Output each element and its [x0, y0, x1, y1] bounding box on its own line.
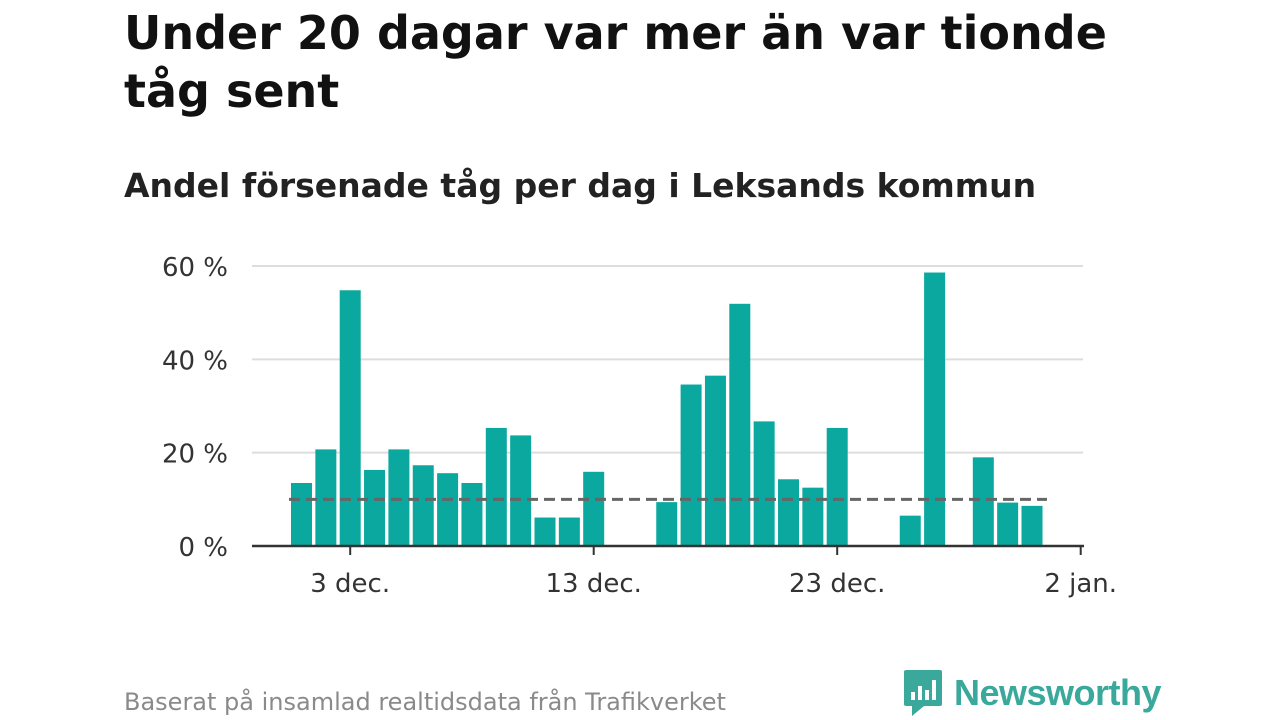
newsworthy-logo-icon: [904, 670, 942, 716]
source-note: Baserat på insamlad realtidsdata från Tr…: [124, 688, 726, 716]
bar: [899, 515, 921, 546]
chart-title: Under 20 dagar var mer än var tionde tåg…: [124, 6, 1107, 118]
bar: [558, 517, 580, 546]
bar: [510, 435, 532, 546]
bar: [656, 502, 678, 546]
chart-subtitle: Andel försenade tåg per dag i Leksands k…: [124, 166, 1037, 205]
x-tick-label: 2 jan.: [1044, 569, 1117, 599]
bar: [802, 487, 824, 546]
x-axis-labels: 3 dec. 13 dec. 23 dec. 2 jan.: [310, 569, 1117, 599]
bar: [972, 457, 994, 546]
bar: [461, 483, 483, 546]
bar: [315, 449, 337, 546]
bar: [339, 290, 361, 546]
bar: [924, 272, 946, 546]
bar: [778, 479, 799, 546]
bar: [437, 473, 459, 546]
y-tick-label: 0 %: [178, 533, 228, 563]
bar: [729, 303, 751, 546]
bar: [680, 384, 702, 546]
bars: [291, 272, 1043, 546]
y-axis-labels: 0 % 20 % 40 % 60 %: [162, 253, 228, 563]
brand-logo: Newsworthy: [902, 668, 1162, 718]
bar: [704, 375, 726, 546]
bar: [997, 502, 1019, 546]
x-tick-label: 23 dec.: [789, 569, 885, 599]
bar: [485, 427, 507, 546]
bar-chart: 0 % 20 % 40 % 60 % 3 dec. 13 dec. 23 dec. 2 ja…: [162, 253, 1117, 599]
y-tick-label: 60 %: [162, 253, 228, 283]
brand-name: Newsworthy: [954, 672, 1162, 713]
x-axis: [252, 544, 1084, 555]
bar: [412, 465, 434, 546]
bar: [583, 471, 605, 546]
x-tick-label: 13 dec.: [545, 569, 641, 599]
x-tick-label: 3 dec.: [310, 569, 390, 599]
bar: [826, 427, 848, 546]
bar: [753, 421, 775, 546]
bar: [388, 449, 410, 546]
bar: [364, 469, 386, 546]
y-tick-label: 40 %: [162, 346, 228, 376]
bar: [291, 483, 312, 546]
gridlines: [252, 265, 1083, 454]
bar: [534, 517, 556, 546]
y-tick-label: 20 %: [162, 440, 228, 470]
bar: [1021, 505, 1043, 546]
